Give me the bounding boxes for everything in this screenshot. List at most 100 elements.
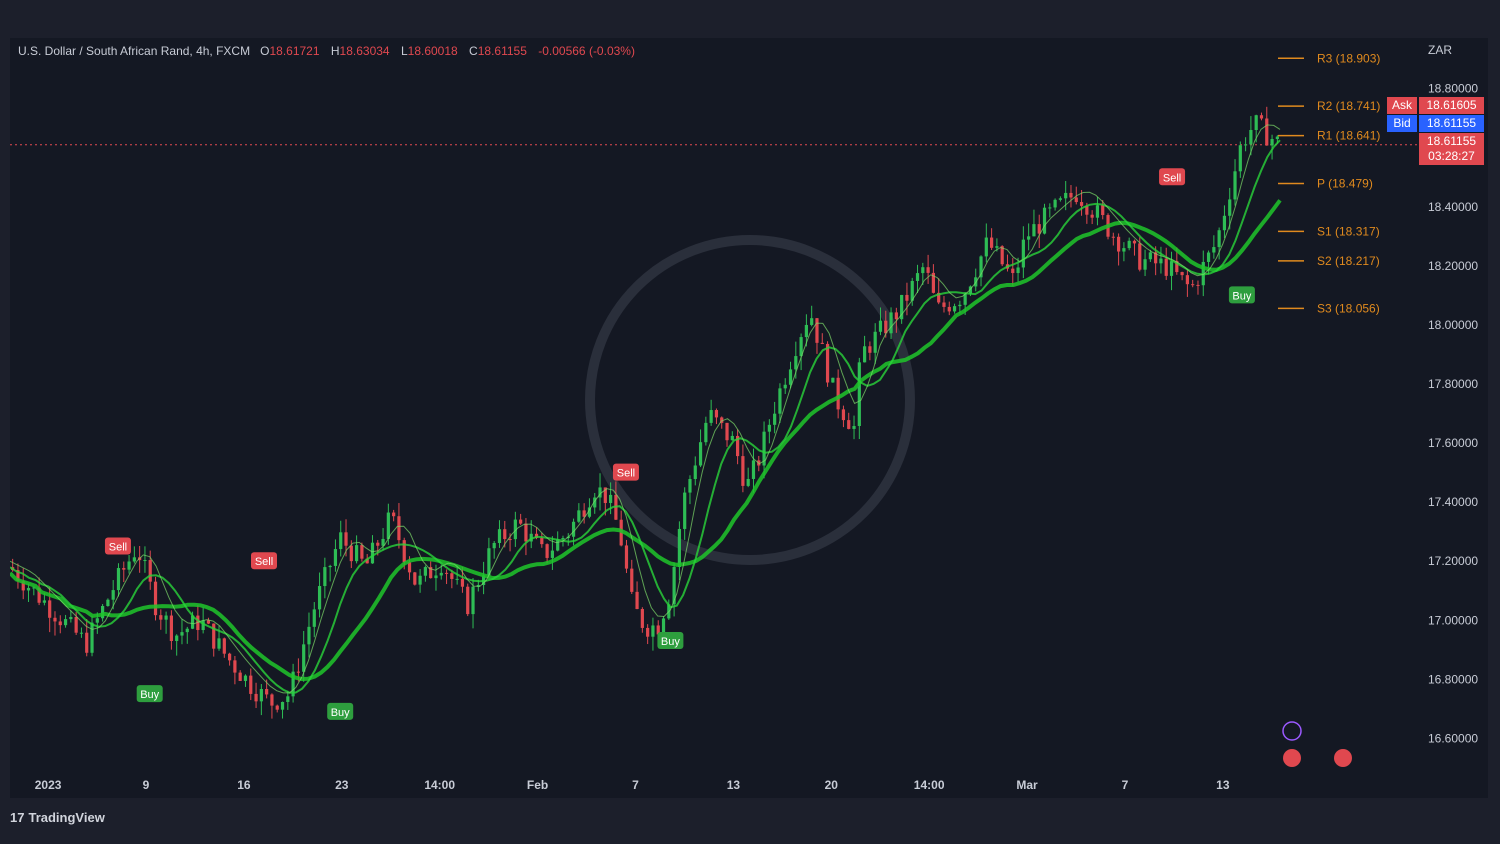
- candle-body: [280, 701, 285, 710]
- candle-body: [714, 410, 719, 418]
- signal-label: Sell: [255, 556, 273, 568]
- x-tick-label: 13: [727, 778, 741, 792]
- candle-body: [243, 675, 248, 681]
- candle-body: [1259, 115, 1264, 119]
- signal-label: Buy: [140, 689, 159, 701]
- y-tick-label: 18.20000: [1428, 259, 1478, 273]
- candle-body: [1249, 130, 1253, 145]
- candle-body: [1217, 230, 1221, 248]
- candle-body: [254, 693, 258, 702]
- pivot-level-label: R1 (18.641): [1317, 129, 1380, 143]
- candle-body: [196, 615, 200, 631]
- candle-body: [392, 512, 396, 517]
- candle-body: [365, 558, 369, 564]
- pivot-level-label: P (18.479): [1317, 176, 1373, 190]
- candle-body: [302, 644, 306, 672]
- candle-body: [1011, 268, 1015, 274]
- candle-body: [556, 539, 560, 551]
- pivot-level-label: S2 (18.217): [1317, 254, 1380, 268]
- candle-body: [889, 312, 893, 334]
- candle-body: [323, 567, 327, 587]
- candle-body: [958, 304, 962, 307]
- candle-body: [730, 435, 734, 441]
- candle-body: [153, 581, 158, 616]
- candle-body: [804, 324, 808, 338]
- candle-body: [825, 343, 830, 383]
- candle-body: [550, 550, 554, 558]
- candle-body: [418, 575, 422, 585]
- close-key: C: [469, 44, 478, 58]
- candle-body: [58, 621, 62, 626]
- candle-body: [1074, 197, 1078, 203]
- candle-body: [1090, 214, 1094, 218]
- y-tick-label: 17.00000: [1428, 613, 1478, 627]
- candle-body: [603, 487, 607, 504]
- y-tick-label: 18.00000: [1428, 318, 1478, 332]
- candle-body: [857, 362, 861, 427]
- candle-body: [561, 538, 565, 540]
- chart-pane[interactable]: 18.8000018.6000018.4000018.2000018.00000…: [10, 38, 1488, 798]
- pivot-level-label: S1 (18.317): [1317, 224, 1380, 238]
- candle-body: [397, 516, 401, 541]
- candle-body: [249, 675, 253, 694]
- candle-body: [979, 256, 983, 278]
- candle-body: [593, 497, 597, 508]
- pivot-level-label: R3 (18.903): [1317, 51, 1380, 65]
- candle-body: [148, 560, 152, 582]
- tradingview-logo[interactable]: 17 TradingView: [10, 810, 105, 825]
- candle-body: [471, 586, 475, 615]
- candle-body: [910, 280, 914, 301]
- candle-body: [21, 581, 25, 591]
- candle-body: [810, 318, 814, 325]
- candle-body: [212, 623, 216, 649]
- candle-body: [609, 494, 613, 504]
- candle-body: [259, 689, 263, 702]
- fast-moving-average: [10, 139, 1281, 694]
- candle-body: [524, 523, 528, 542]
- candle-body: [884, 320, 888, 334]
- ask-tag: Ask: [1387, 97, 1417, 114]
- candle-body: [937, 292, 941, 303]
- candle-body: [1027, 236, 1031, 240]
- candle-body: [635, 591, 639, 610]
- candle-body: [968, 286, 973, 294]
- candle-body: [1085, 205, 1089, 215]
- candle-body: [767, 424, 771, 432]
- candle-body: [492, 542, 496, 549]
- candle-body: [439, 572, 443, 576]
- candle-body: [48, 600, 52, 618]
- candle-body: [1275, 136, 1279, 140]
- sell-signal-badge: [1159, 168, 1186, 186]
- x-tick-label: 20: [825, 778, 839, 792]
- candle-body: [466, 586, 470, 615]
- candle-body: [1212, 247, 1216, 253]
- candle-body: [1132, 240, 1137, 244]
- candle-body: [847, 420, 851, 429]
- candle-body: [275, 705, 279, 710]
- candlestick-chart[interactable]: 18.8000018.6000018.4000018.2000018.00000…: [10, 38, 1488, 798]
- bid-tag: Bid: [1387, 115, 1417, 132]
- open-value: 18.61721: [269, 44, 320, 58]
- candle-body: [429, 567, 433, 579]
- candle-body: [74, 617, 78, 633]
- symbol-label[interactable]: U.S. Dollar / South African Rand, 4h, FX…: [18, 44, 251, 58]
- candle-body: [852, 426, 856, 429]
- candle-body: [720, 417, 724, 423]
- candle-body: [307, 626, 311, 645]
- open-key: O: [260, 44, 270, 58]
- bar-countdown: 03:28:27: [1419, 148, 1484, 165]
- candle-body: [1143, 259, 1147, 270]
- candle-body: [1021, 239, 1025, 268]
- candle-body: [53, 617, 57, 622]
- candle-body: [1064, 192, 1068, 199]
- tradingview-logo-text: TradingView: [28, 810, 105, 825]
- candle-body: [783, 384, 787, 389]
- candle-body: [159, 615, 163, 620]
- candle-body: [947, 306, 951, 312]
- candle-body: [1122, 248, 1126, 252]
- candle-body: [344, 532, 348, 546]
- candle-body: [1053, 199, 1057, 208]
- us-flag-event-icon: [1334, 749, 1352, 767]
- candle-body: [815, 318, 819, 343]
- candle-body: [333, 549, 338, 566]
